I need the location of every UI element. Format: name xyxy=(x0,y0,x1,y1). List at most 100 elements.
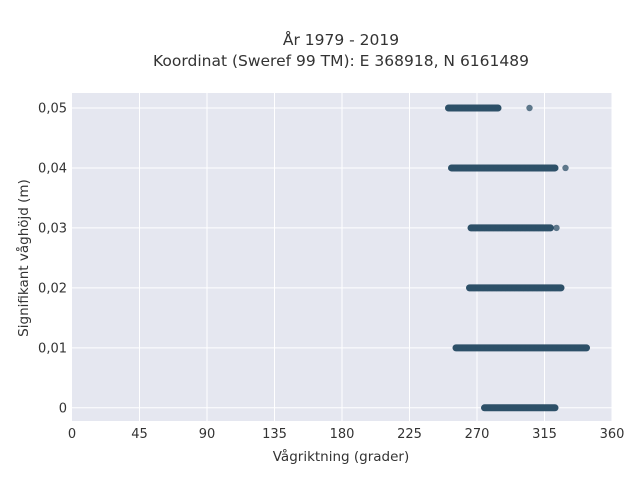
data-point xyxy=(475,164,482,172)
data-point xyxy=(569,344,577,352)
chart-title-line-2: Koordinat (Sweref 99 TM): E 368918, N 61… xyxy=(153,52,529,70)
data-point xyxy=(494,104,502,112)
data-point xyxy=(578,344,586,352)
chart-title-line-1: År 1979 - 2019 xyxy=(283,30,399,49)
data-point xyxy=(526,404,533,412)
y-tick-label: 0,04 xyxy=(38,161,67,176)
data-point xyxy=(466,344,473,352)
data-point xyxy=(470,164,478,172)
data-point xyxy=(565,344,572,352)
data-point xyxy=(484,164,491,172)
data-point xyxy=(560,344,568,352)
data-point xyxy=(484,284,491,292)
data-point xyxy=(583,344,590,352)
data-point xyxy=(515,164,523,172)
y-tick-label: 0,05 xyxy=(38,101,67,116)
data-point xyxy=(574,344,581,352)
data-point xyxy=(530,404,538,412)
data-point xyxy=(481,224,488,232)
data-point xyxy=(515,284,523,292)
data-point xyxy=(517,224,524,232)
data-point xyxy=(562,164,569,172)
data-point xyxy=(479,284,487,292)
data-point xyxy=(490,224,497,232)
data-point xyxy=(452,164,460,172)
x-tick-label: 315 xyxy=(532,427,557,442)
data-point xyxy=(547,224,554,232)
data-point xyxy=(515,344,523,352)
data-point xyxy=(499,404,506,412)
data-point xyxy=(542,284,550,292)
data-point xyxy=(485,224,493,232)
data-point xyxy=(493,164,500,172)
data-point xyxy=(529,344,536,352)
data-point xyxy=(479,344,487,352)
data-point xyxy=(511,284,518,292)
data-point xyxy=(542,344,550,352)
data-point xyxy=(551,404,559,412)
data-point xyxy=(488,284,496,292)
data-point xyxy=(494,404,502,412)
data-point xyxy=(502,164,509,172)
data-point xyxy=(497,164,505,172)
x-tick-label: 90 xyxy=(199,427,216,442)
y-tick-label: 0 xyxy=(59,401,67,416)
data-point xyxy=(475,284,482,292)
data-point xyxy=(521,404,529,412)
data-point xyxy=(547,344,554,352)
data-point xyxy=(493,344,500,352)
data-point xyxy=(512,224,520,232)
data-point xyxy=(551,344,559,352)
data-point xyxy=(503,224,511,232)
y-tick-label: 0,02 xyxy=(38,281,67,296)
data-point xyxy=(479,164,487,172)
y-tick-label: 0,01 xyxy=(38,341,67,356)
data-point xyxy=(461,164,469,172)
data-point xyxy=(535,404,542,412)
data-point xyxy=(544,404,551,412)
data-point xyxy=(488,344,496,352)
data-point xyxy=(494,224,502,232)
data-point xyxy=(466,284,473,292)
x-tick-label: 180 xyxy=(330,427,355,442)
data-point xyxy=(520,164,527,172)
data-point xyxy=(506,164,514,172)
data-point xyxy=(547,284,554,292)
data-point xyxy=(466,164,473,172)
data-point xyxy=(538,344,545,352)
data-point xyxy=(499,224,506,232)
data-point xyxy=(538,284,545,292)
x-tick-label: 225 xyxy=(397,427,422,442)
data-point xyxy=(539,404,547,412)
data-point xyxy=(526,104,533,112)
data-point xyxy=(485,404,493,412)
data-point xyxy=(524,164,532,172)
data-point xyxy=(467,224,475,232)
data-point xyxy=(461,344,469,352)
y-axis-ticks: 0 0,01 0,02 0,03 0,04 0,05 xyxy=(38,101,67,416)
data-point xyxy=(547,164,554,172)
data-point xyxy=(529,284,536,292)
data-point xyxy=(520,284,527,292)
data-point xyxy=(506,284,514,292)
data-point xyxy=(475,344,482,352)
x-tick-label: 0 xyxy=(68,427,76,442)
data-point xyxy=(533,344,541,352)
data-point xyxy=(533,284,541,292)
data-point xyxy=(457,344,464,352)
data-point xyxy=(530,224,538,232)
data-point xyxy=(502,344,509,352)
data-point xyxy=(520,344,527,352)
data-point xyxy=(556,344,563,352)
y-axis-label: Signifikant våghöjd (m) xyxy=(15,179,32,337)
data-points xyxy=(445,104,590,412)
y-tick-label: 0,03 xyxy=(38,221,67,236)
x-tick-label: 270 xyxy=(465,427,490,442)
data-point xyxy=(526,224,533,232)
data-point xyxy=(452,344,460,352)
x-axis-label: Vågriktning (grader) xyxy=(273,448,410,465)
data-point xyxy=(445,104,452,112)
data-point xyxy=(488,164,496,172)
data-point xyxy=(533,164,541,172)
